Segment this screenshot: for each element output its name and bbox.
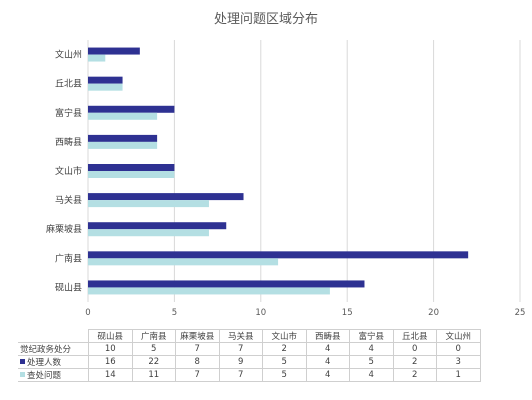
bar-handled-people — [88, 251, 469, 259]
table-header-cell: 丘北县 — [392, 329, 437, 343]
table-cell: 10 — [88, 342, 133, 356]
table-row: 觉纪政务处分 10 5 7 7 2 4 4 0 0 — [18, 342, 481, 356]
series-label: 查处问题 — [27, 371, 62, 381]
table-header-cell: 麻栗坡县 — [175, 329, 220, 343]
category-label: 砚山县 — [55, 282, 82, 293]
series-label: 处理人数 — [27, 358, 62, 368]
table-cell: 11 — [131, 368, 176, 382]
x-tick-label: 10 — [255, 308, 266, 318]
table-cell: 2 — [262, 342, 307, 356]
category-label: 马关县 — [55, 194, 82, 206]
table-header-cell: 广南县 — [131, 329, 176, 343]
data-table: 砚山县 广南县 麻栗坡县 马关县 文山市 西畴县 富宁县 丘北县 文山州 觉纪政务处分 10 5 7 7… — [18, 329, 481, 382]
bar-chart: 砚山县 广南县 麻栗坡县 马关县 文山市 西畴县 富宁县 丘北县 文山州 0 5 10 15 20 25 — [46, 40, 525, 318]
category-label: 麻栗坡县 — [46, 223, 82, 235]
table-cell: 0 — [392, 342, 437, 356]
table-cell: 5 — [262, 355, 307, 369]
table-cell: 9 — [218, 355, 263, 369]
bar-handled-people — [88, 105, 175, 113]
bar-problems-found — [88, 83, 123, 91]
table-cell: 2 — [392, 355, 437, 369]
legend-key-icon — [20, 359, 25, 364]
table-cell: 5 — [262, 368, 307, 382]
bar-problems-found — [88, 141, 158, 149]
table-row: 处理人数 16 22 8 9 5 4 5 2 3 — [18, 355, 481, 369]
series-name: 处理人数 — [18, 355, 89, 369]
series-label: 觉纪政务处分 — [20, 345, 72, 355]
bars — [88, 47, 469, 295]
bar-handled-people — [88, 280, 365, 288]
x-tick-label: 20 — [428, 308, 439, 318]
table-header-cell: 砚山县 — [88, 329, 133, 343]
category-label: 富宁县 — [55, 107, 82, 119]
table-cell: 22 — [131, 355, 176, 369]
series-name: 查处问题 — [18, 368, 89, 382]
table-cell: 4 — [305, 355, 350, 369]
bar-problems-found — [88, 54, 106, 62]
table-cell: 0 — [436, 342, 481, 356]
x-tick-labels: 0 5 10 15 20 25 — [85, 308, 525, 318]
table-cell: 14 — [88, 368, 133, 382]
category-label: 文山州 — [55, 49, 82, 61]
bar-problems-found — [88, 287, 330, 295]
table-cell: 7 — [218, 368, 263, 382]
table-header-cell: 富宁县 — [349, 329, 394, 343]
bar-handled-people — [88, 222, 227, 230]
x-tick-label: 15 — [342, 308, 353, 318]
bar-handled-people — [88, 47, 140, 55]
x-tick-label: 5 — [172, 308, 177, 318]
table-cell: 7 — [218, 342, 263, 356]
data-table-corner — [18, 330, 89, 343]
table-header-cell: 马关县 — [218, 329, 263, 343]
category-labels: 砚山县 广南县 麻栗坡县 马关县 文山市 西畴县 富宁县 丘北县 文山州 — [46, 49, 82, 294]
bar-handled-people — [88, 164, 175, 171]
category-label: 丘北县 — [55, 79, 82, 90]
legend-key-icon — [20, 372, 25, 377]
table-header-cell: 文山市 — [262, 329, 307, 343]
category-label: 广南县 — [55, 252, 82, 264]
bar-handled-people — [88, 193, 244, 201]
table-header-cell: 西畴县 — [305, 329, 350, 343]
table-header-cell: 文山州 — [436, 329, 481, 343]
x-tick-label: 25 — [515, 308, 526, 318]
series-name: 觉纪政务处分 — [18, 342, 89, 356]
bar-handled-people — [88, 134, 158, 142]
table-cell: 7 — [175, 342, 220, 356]
bar-problems-found — [88, 229, 209, 237]
table-cell: 4 — [349, 368, 394, 382]
chart-title: 处理问题区域分布 — [213, 12, 318, 27]
data-table-header: 砚山县 广南县 麻栗坡县 马关县 文山市 西畴县 富宁县 丘北县 文山州 — [18, 329, 481, 343]
table-cell: 16 — [88, 355, 133, 369]
bar-problems-found — [88, 258, 279, 266]
table-cell: 4 — [305, 342, 350, 356]
bar-problems-found — [88, 200, 209, 208]
table-cell: 7 — [175, 368, 220, 382]
category-label: 文山市 — [55, 165, 82, 177]
table-cell: 1 — [436, 368, 481, 382]
table-row: 查处问题 14 11 7 7 5 4 4 2 1 — [18, 368, 481, 382]
table-cell: 8 — [175, 355, 220, 369]
table-cell: 5 — [131, 342, 176, 356]
category-label: 西畴县 — [55, 136, 82, 148]
table-cell: 5 — [349, 355, 394, 369]
table-cell: 2 — [392, 368, 437, 382]
table-cell: 4 — [349, 342, 394, 356]
bar-problems-found — [88, 112, 158, 120]
table-cell: 3 — [436, 355, 481, 369]
bar-problems-found — [88, 171, 175, 178]
x-tick-label: 0 — [85, 308, 90, 318]
bar-handled-people — [88, 76, 123, 84]
table-cell: 4 — [305, 368, 350, 382]
